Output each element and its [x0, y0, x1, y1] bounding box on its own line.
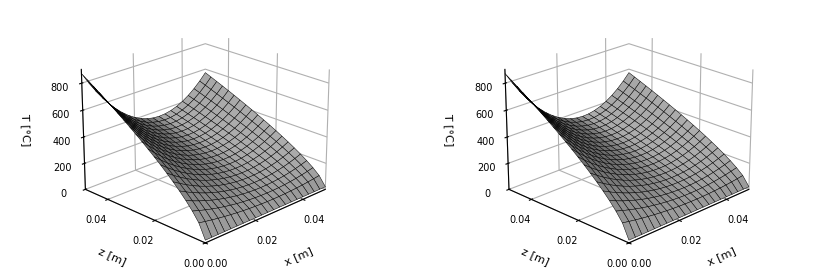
Y-axis label: z [m]: z [m] [97, 246, 127, 267]
Y-axis label: z [m]: z [m] [520, 246, 551, 267]
X-axis label: x [m]: x [m] [283, 246, 314, 267]
X-axis label: x [m]: x [m] [706, 246, 738, 267]
